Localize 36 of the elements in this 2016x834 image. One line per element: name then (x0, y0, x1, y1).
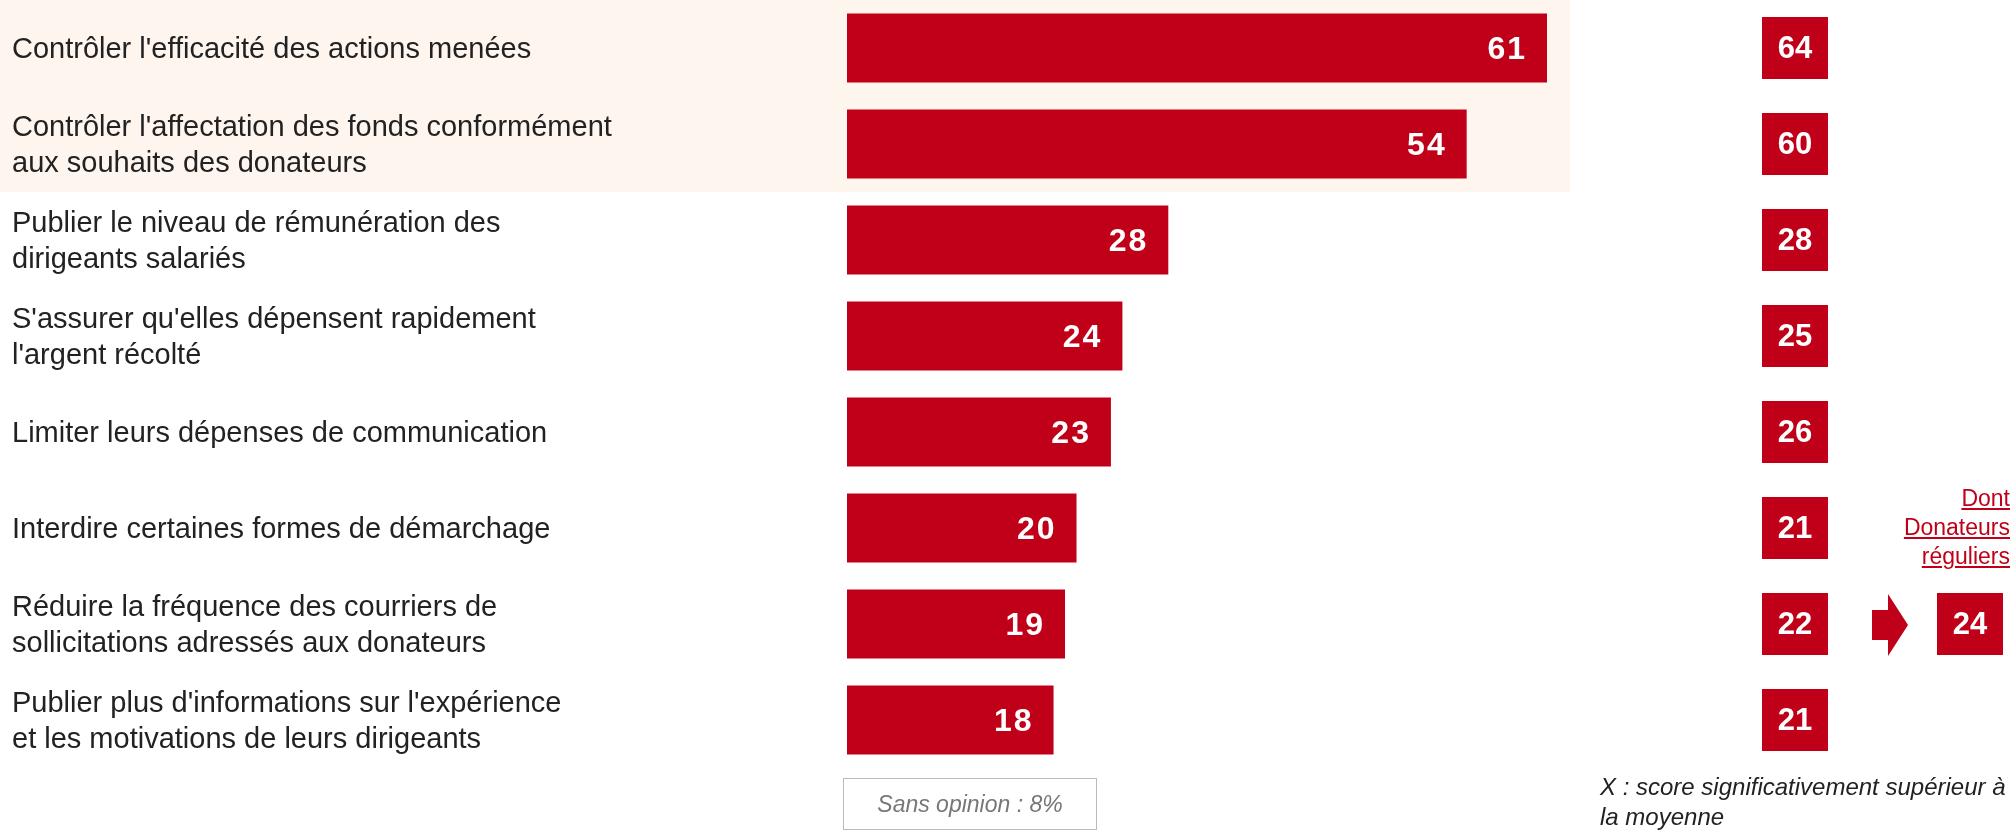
y-tick-label: Publier plus d'informations sur l'expérience et les motivations de leurs dirigeants (12, 686, 562, 754)
data-label: 21 (1762, 497, 1828, 559)
y-tick-label: Contrôler l'affectation des fonds conformément aux souhaits des donateurs (12, 110, 612, 178)
data-label: 18 (993, 702, 1034, 739)
bar (847, 301, 1123, 371)
text: Dont Donateurs réguliers (1903, 485, 2010, 569)
data-label: 21 (1762, 689, 1828, 751)
text: 24 (1952, 606, 1988, 641)
bar (847, 493, 1077, 563)
data-label: 28 (1762, 209, 1828, 271)
bar (847, 685, 1054, 755)
y-tick-label: Contrôler l'efficacité des actions menées (12, 32, 532, 64)
data-label: 28 (1108, 222, 1149, 259)
data-label: 61 (1487, 30, 1527, 67)
text: Sans opinion : 8% (843, 778, 1097, 830)
data-label: 23 (1051, 414, 1091, 451)
data-label: 26 (1762, 401, 1828, 463)
data-label: 64 (1762, 17, 1828, 79)
data-label: 54 (1407, 126, 1447, 163)
data-label: 25 (1762, 305, 1828, 367)
y-tick-label: Réduire la fréquence des courriers de sollicitations adressés aux donateurs (12, 590, 498, 658)
y-tick-label: Interdire certaines formes de démarchage (12, 512, 551, 544)
y-tick-label: S'assurer qu'elles dépensent rapidement l'argent récolté (12, 302, 536, 370)
bar (847, 397, 1111, 467)
y-tick-label: Publier le niveau de rémunération des dirigeants salariés (12, 206, 501, 274)
bar (847, 13, 1547, 83)
data-label: 60 (1762, 113, 1828, 175)
data-label: 22 (1762, 593, 1828, 655)
bar (847, 589, 1066, 659)
data-label: 20 (1016, 510, 1057, 547)
text: X : score significativement supérieur à la moyenne (1600, 772, 2007, 832)
bar (847, 205, 1169, 275)
y-tick-label: Limiter leurs dépenses de communication (12, 416, 548, 448)
data-label: 24 (1062, 318, 1103, 355)
data-label: 19 (1005, 606, 1046, 643)
bar (847, 109, 1467, 179)
